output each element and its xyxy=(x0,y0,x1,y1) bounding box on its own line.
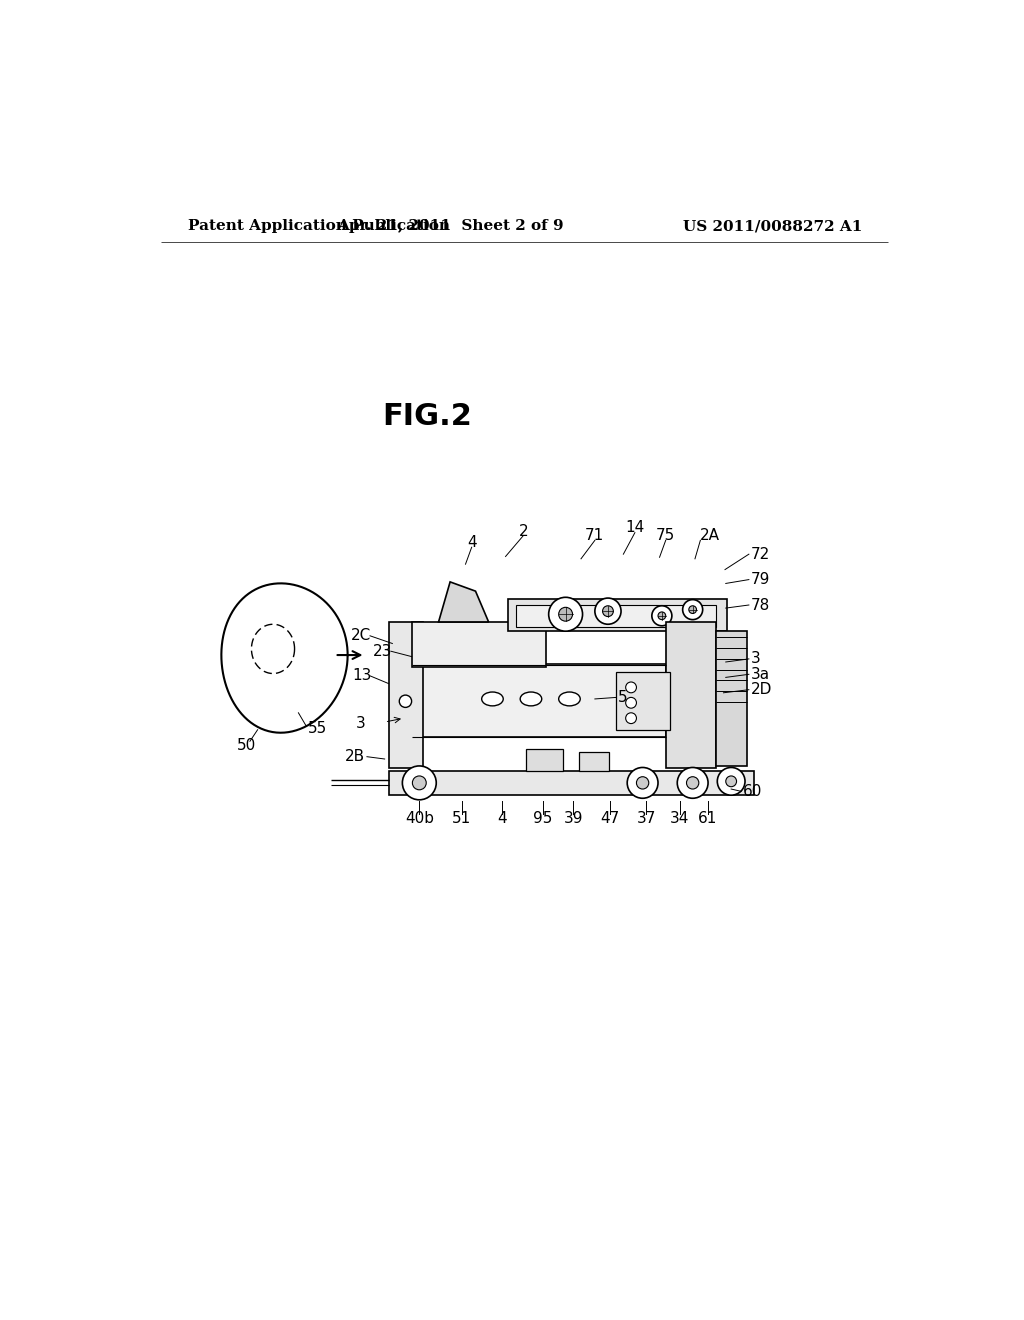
Text: 47: 47 xyxy=(601,810,620,826)
Circle shape xyxy=(686,776,698,789)
Bar xyxy=(525,748,562,771)
Circle shape xyxy=(658,612,666,619)
Text: 5: 5 xyxy=(617,690,628,705)
Bar xyxy=(412,622,547,667)
Circle shape xyxy=(689,606,696,614)
Text: 78: 78 xyxy=(751,598,770,612)
Circle shape xyxy=(626,682,637,693)
Text: 2B: 2B xyxy=(345,750,366,764)
Circle shape xyxy=(399,696,412,708)
Circle shape xyxy=(628,767,658,799)
Bar xyxy=(388,622,423,768)
Circle shape xyxy=(626,713,637,723)
Ellipse shape xyxy=(559,692,581,706)
Circle shape xyxy=(652,606,672,626)
Text: 60: 60 xyxy=(742,784,762,799)
Text: 2: 2 xyxy=(518,524,528,539)
Text: Apr. 21, 2011  Sheet 2 of 9: Apr. 21, 2011 Sheet 2 of 9 xyxy=(337,219,563,234)
Ellipse shape xyxy=(520,692,542,706)
Text: 75: 75 xyxy=(656,528,676,544)
Circle shape xyxy=(637,776,649,789)
Bar xyxy=(615,672,670,730)
Text: 72: 72 xyxy=(751,546,770,562)
Circle shape xyxy=(402,766,436,800)
Text: 40b: 40b xyxy=(404,810,434,826)
Text: 2D: 2D xyxy=(751,682,772,697)
Text: 13: 13 xyxy=(352,668,372,684)
Polygon shape xyxy=(438,582,488,622)
Text: 71: 71 xyxy=(586,528,604,544)
Bar xyxy=(580,752,608,771)
Text: 79: 79 xyxy=(751,572,770,587)
Text: 34: 34 xyxy=(670,810,689,826)
Ellipse shape xyxy=(481,692,503,706)
Text: 23: 23 xyxy=(373,644,392,659)
Text: 3: 3 xyxy=(751,651,760,667)
Bar xyxy=(508,599,727,631)
Bar xyxy=(515,605,716,627)
Bar xyxy=(388,771,755,795)
Circle shape xyxy=(717,767,745,795)
Circle shape xyxy=(549,597,583,631)
Circle shape xyxy=(595,598,621,624)
Text: 3: 3 xyxy=(355,715,366,731)
Text: Patent Application Publication: Patent Application Publication xyxy=(188,219,451,234)
Text: 39: 39 xyxy=(563,810,583,826)
Circle shape xyxy=(683,599,702,619)
Bar xyxy=(716,631,746,766)
Circle shape xyxy=(413,776,426,789)
Circle shape xyxy=(626,697,637,708)
Text: 3a: 3a xyxy=(751,667,769,682)
Text: 55: 55 xyxy=(307,721,327,735)
Text: US 2011/0088272 A1: US 2011/0088272 A1 xyxy=(683,219,862,234)
Circle shape xyxy=(726,776,736,787)
Text: FIG.2: FIG.2 xyxy=(382,401,472,430)
Text: 2A: 2A xyxy=(700,528,720,544)
Text: 4: 4 xyxy=(498,810,507,826)
Text: 51: 51 xyxy=(452,810,471,826)
Circle shape xyxy=(559,607,572,622)
Text: 37: 37 xyxy=(637,810,656,826)
Text: 14: 14 xyxy=(626,520,644,536)
Bar xyxy=(412,664,666,738)
Text: 50: 50 xyxy=(237,738,256,754)
Bar xyxy=(666,622,716,768)
Text: 95: 95 xyxy=(532,810,552,826)
Circle shape xyxy=(602,606,613,616)
Text: 61: 61 xyxy=(698,810,718,826)
Circle shape xyxy=(677,767,708,799)
Text: 4: 4 xyxy=(467,535,476,550)
Text: 2C: 2C xyxy=(351,628,372,643)
